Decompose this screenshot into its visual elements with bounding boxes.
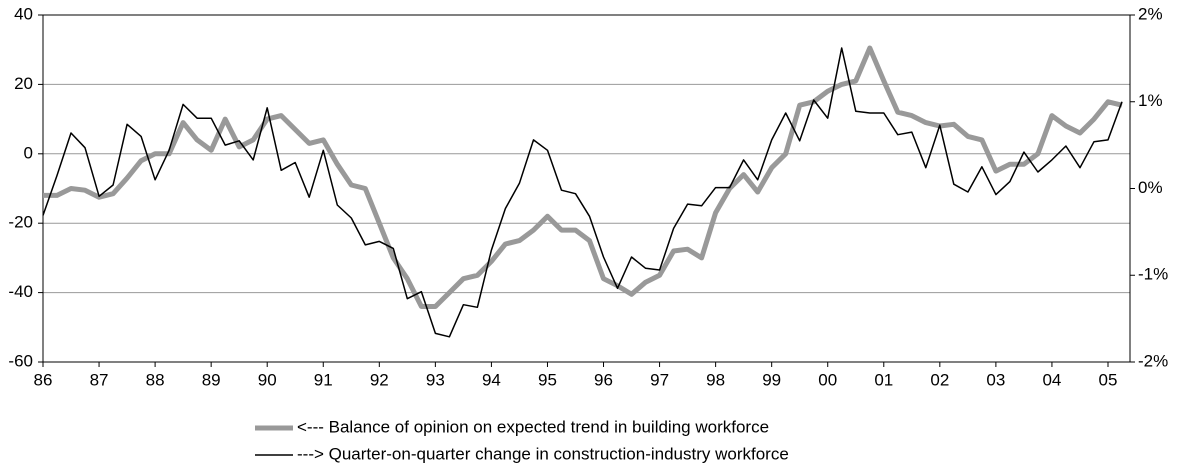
series-line	[42, 47, 1123, 338]
x-tick-label: 94	[482, 370, 501, 389]
x-tick-label: 92	[370, 370, 389, 389]
x-tick-label: 99	[762, 370, 781, 389]
y2-tick-label: -1%	[1138, 265, 1168, 284]
y2-tick-label: 2%	[1138, 4, 1163, 23]
plot-area	[42, 14, 1131, 363]
x-tick-label: 03	[986, 370, 1005, 389]
x-tick-label: 05	[1099, 370, 1118, 389]
x-tick-label: 02	[930, 370, 949, 389]
y-tick-label: 40	[14, 4, 33, 23]
y2-tick-label: -2%	[1138, 351, 1168, 370]
x-tick-label: 00	[818, 370, 837, 389]
series-line	[43, 45, 1123, 309]
x-tick-label: 86	[34, 370, 53, 389]
x-tick-label: 04	[1042, 370, 1061, 389]
y-tick-label: 0	[24, 143, 33, 162]
x-tick-label: 01	[874, 370, 893, 389]
x-tick-label: 87	[90, 370, 109, 389]
x-tick-label: 88	[146, 370, 165, 389]
y2-tick-label: 1%	[1138, 91, 1163, 110]
x-tick-label: 90	[258, 370, 277, 389]
x-tick-label: 96	[594, 370, 613, 389]
x-tick-label: 98	[706, 370, 725, 389]
y-tick-label: -60	[8, 351, 33, 370]
y2-tick-label: 0%	[1138, 178, 1163, 197]
x-tick-label: 93	[426, 370, 445, 389]
y-tick-label: 20	[14, 74, 33, 93]
y-tick-label: -40	[8, 282, 33, 301]
x-tick-label: 95	[538, 370, 557, 389]
legend-label: <--- Balance of opinion on expected tren…	[297, 417, 769, 436]
x-tick-label: 97	[650, 370, 669, 389]
legend-label: ---> Quarter-on-quarter change in constr…	[297, 444, 789, 463]
x-tick-label: 89	[202, 370, 221, 389]
x-tick-label: 91	[314, 370, 333, 389]
y-tick-label: -20	[8, 213, 33, 232]
